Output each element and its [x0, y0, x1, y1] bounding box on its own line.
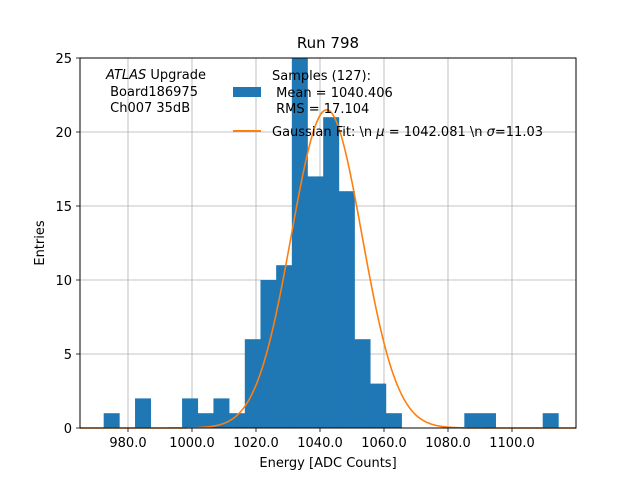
- histogram-bars: [103, 58, 559, 428]
- histogram-bar: [229, 413, 246, 428]
- annotation-channel: Ch007 35dB: [106, 101, 190, 116]
- annotation-board: Board186975: [106, 85, 198, 100]
- legend-samples-line-1: Samples (127):: [272, 69, 371, 84]
- histogram-bar: [244, 339, 261, 428]
- y-axis-title: Entries: [33, 220, 48, 266]
- legend-fit-prefix: Gaussian Fit: \n: [272, 125, 376, 140]
- axis-ticks: 980.0 1000.0 1020.0 1040.0 1060.0 1080.0 1100.…: [55, 52, 534, 451]
- x-tick-label: 1080.0: [425, 436, 471, 451]
- histogram-bar: [260, 280, 277, 428]
- y-tick-label: 20: [55, 126, 72, 141]
- histogram-bar: [385, 413, 402, 428]
- histogram-bar: [464, 413, 481, 428]
- histogram-bar: [197, 413, 214, 428]
- histogram-bar: [307, 176, 324, 428]
- y-tick-label: 15: [55, 200, 72, 215]
- y-tick-label: 0: [64, 422, 72, 437]
- legend-fit-mu: μ: [375, 125, 384, 140]
- x-tick-label: 1000.0: [169, 436, 215, 451]
- y-tick-label: 10: [55, 274, 72, 289]
- upgrade-label: Upgrade: [146, 68, 206, 83]
- histogram-bar: [291, 58, 308, 428]
- histogram-bar: [480, 413, 496, 428]
- histogram-bar: [182, 398, 199, 428]
- histogram-bar: [370, 383, 387, 428]
- histogram-bar: [323, 117, 340, 428]
- legend-fit-label: Gaussian Fit: \n μ = 1042.081 \n σ=11.03: [272, 125, 543, 140]
- legend-fit-sigma: σ: [487, 125, 496, 140]
- atlas-label: ATLAS: [105, 68, 146, 83]
- histogram-bar: [542, 413, 559, 428]
- x-tick-label: 1060.0: [361, 436, 407, 451]
- legend-samples-swatch: [233, 87, 261, 97]
- legend: Samples (127): Mean = 1040.406 RMS = 17.…: [233, 69, 543, 140]
- histogram-bar: [213, 398, 230, 428]
- x-tick-label: 1100.0: [489, 436, 535, 451]
- y-tick-label: 5: [64, 348, 72, 363]
- x-tick-label: 1020.0: [233, 436, 279, 451]
- histogram-bar: [354, 339, 371, 428]
- histogram-bar: [135, 398, 152, 428]
- legend-samples-line-3: RMS = 17.104: [272, 102, 369, 117]
- x-axis-title: Energy [ADC Counts]: [259, 456, 396, 471]
- legend-samples-line-2: Mean = 1040.406: [272, 86, 393, 101]
- legend-fit-mu-value: = 1042.081 \n: [385, 125, 487, 140]
- chart-title: Run 798: [297, 34, 359, 52]
- legend-fit-sigma-value: =11.03: [495, 125, 543, 140]
- y-tick-label: 25: [55, 52, 72, 67]
- histogram-bar: [338, 191, 355, 428]
- annotation-line-atlas: ATLAS Upgrade: [105, 68, 206, 83]
- histogram-bar: [276, 265, 293, 428]
- x-tick-label: 1040.0: [297, 436, 343, 451]
- x-tick-label: 980.0: [109, 436, 146, 451]
- histogram-bar: [103, 413, 120, 428]
- plot-frame: [79, 57, 577, 429]
